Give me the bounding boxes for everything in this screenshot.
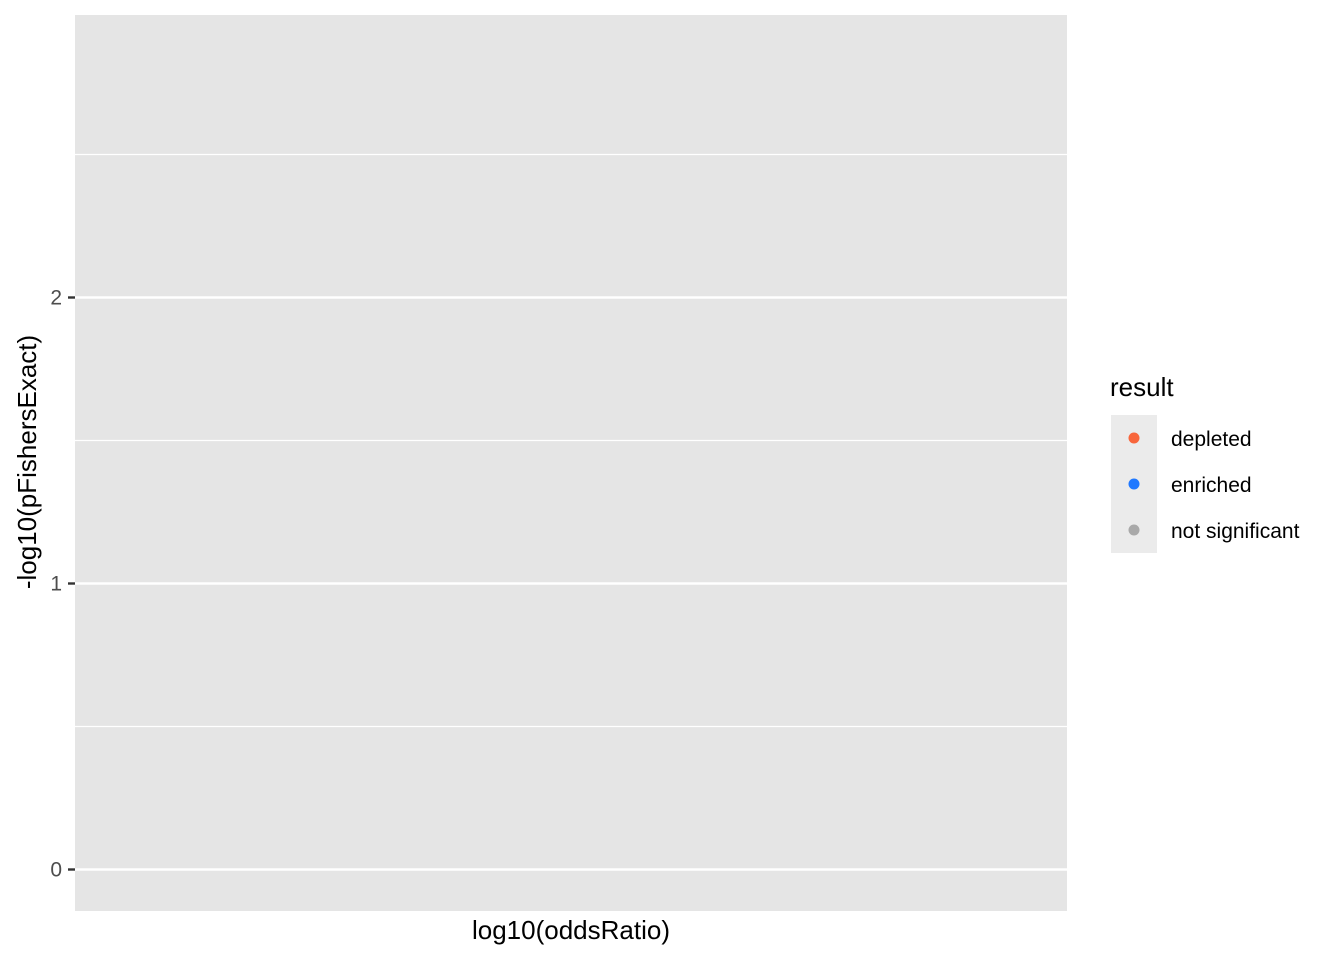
- x-axis-title: log10(oddsRatio): [472, 915, 670, 945]
- legend-label: depleted: [1171, 428, 1252, 451]
- y-tick-label: 2: [50, 287, 62, 310]
- y-axis-title: -log10(pFishersExact): [12, 335, 42, 589]
- legend-label: enriched: [1171, 474, 1252, 497]
- plot-area: 0 1 2: [50, 15, 1067, 911]
- y-tick-label: 1: [50, 573, 62, 596]
- legend-label: not significant: [1171, 520, 1300, 543]
- legend-key-dot: [1128, 432, 1140, 444]
- legend-items: depleted enriched not significant: [1111, 415, 1300, 553]
- legend-item: enriched: [1111, 461, 1252, 507]
- y-tick-label: 0: [50, 859, 62, 882]
- plot-panel: [75, 15, 1067, 911]
- legend: result depleted enriched not significant: [1110, 372, 1300, 553]
- legend-key-dot: [1128, 524, 1140, 536]
- legend-key-dot: [1128, 478, 1140, 490]
- legend-item: not significant: [1111, 507, 1300, 553]
- legend-item: depleted: [1111, 415, 1252, 461]
- legend-title: result: [1110, 372, 1174, 402]
